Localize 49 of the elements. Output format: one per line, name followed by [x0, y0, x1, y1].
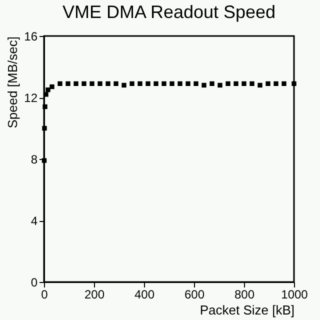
point	[202, 82, 206, 88]
point	[210, 81, 214, 86]
point	[282, 81, 286, 86]
x-tick-label: 0	[41, 288, 48, 302]
y-tick-label: 12	[24, 91, 38, 105]
point	[46, 87, 50, 92]
y-tick-label: 0	[30, 276, 38, 290]
point	[186, 81, 190, 86]
point	[50, 84, 54, 90]
point	[226, 81, 230, 86]
y-tick-label: 4	[30, 214, 38, 228]
point	[74, 81, 78, 86]
point	[162, 81, 166, 86]
point	[114, 81, 118, 86]
y-tick-label: 16	[24, 30, 38, 44]
point	[178, 81, 182, 86]
point	[274, 81, 278, 86]
x-axis-title: Packet Size [kB]	[200, 302, 294, 318]
point	[122, 82, 126, 88]
point	[234, 81, 238, 86]
point	[42, 104, 48, 110]
point	[242, 81, 246, 86]
x-tick-label: 400	[134, 288, 155, 302]
point	[258, 82, 262, 88]
point	[138, 81, 142, 86]
point	[98, 81, 102, 86]
point	[266, 81, 270, 86]
point	[130, 81, 134, 86]
point	[66, 81, 70, 86]
point	[292, 81, 296, 86]
point	[90, 81, 94, 86]
point	[146, 81, 150, 86]
y-tick-label: 8	[30, 152, 38, 166]
point	[58, 81, 62, 86]
point	[42, 158, 47, 163]
y-axis-title: Speed [MB/sec]	[5, 36, 20, 128]
point	[194, 81, 198, 86]
point	[154, 81, 158, 86]
point	[218, 82, 222, 88]
point	[170, 81, 174, 86]
chart-title: VME DMA Readout Speed	[62, 2, 276, 22]
point	[42, 126, 47, 131]
point	[82, 81, 86, 86]
x-tick-label: 800	[234, 288, 255, 302]
x-tick-label: 1000	[281, 288, 308, 302]
point	[106, 81, 110, 86]
x-tick-label: 200	[84, 288, 105, 302]
point	[250, 81, 254, 86]
x-tick-label: 600	[184, 288, 205, 302]
